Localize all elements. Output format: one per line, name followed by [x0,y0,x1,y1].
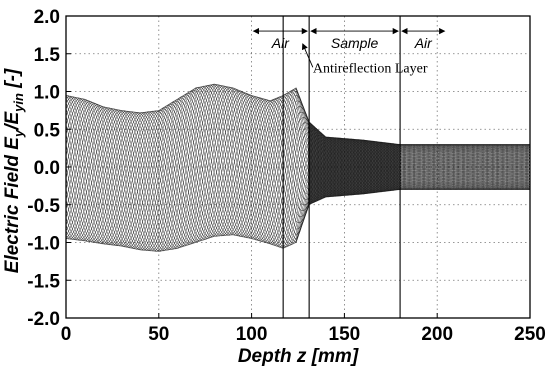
y-tick-label: 1.0 [34,83,60,104]
x-tick-label: 0 [61,324,72,345]
y-tick-label: -1.0 [27,234,60,255]
field-trace [65,86,531,249]
field-trace [65,95,531,247]
field-trace [65,86,531,250]
field-trace [65,89,531,246]
y-tick-label: 2.0 [34,7,60,28]
field-traces [65,83,531,252]
x-tick-label: 150 [329,324,361,345]
field-trace [65,84,531,252]
y-label-sub2: yin [11,93,26,113]
field-trace [65,96,531,245]
field-trace [65,88,531,247]
region-label: Air [271,35,290,51]
y-label-end: [-] [2,68,23,93]
field-trace [65,94,531,249]
field-trace [65,90,531,245]
field-trace [65,91,531,244]
x-tick-label: 250 [514,324,546,345]
y-label-mid: /E [2,110,23,130]
boundary-lines [282,16,401,318]
field-trace [65,85,531,250]
y-tick-label: -2.0 [27,309,60,330]
y-label-main: Electric Field E [2,136,23,274]
field-trace [65,84,531,251]
field-trace [65,91,531,250]
field-trace [65,85,531,252]
x-tick-label: 200 [421,324,453,345]
axis-ticks: 0 50 100 150 200 250 2.0 1.5 1.0 0.5 0.0 -0.5 -1.0 -1… [27,7,546,345]
field-trace [65,87,531,249]
y-tick-label: -1.5 [27,271,60,292]
field-trace [65,87,531,251]
annotation-arrow [301,43,314,68]
field-trace [65,90,531,250]
field-trace [66,84,531,251]
y-axis-label: Electric Field Ey/Eyin [-] [2,68,26,273]
field-trace [65,85,531,250]
region-label: Sample [331,35,379,51]
field-trace [65,84,531,252]
field-trace [65,93,531,249]
field-trace [65,86,531,252]
region-label: Air [414,35,433,51]
field-trace [65,95,531,247]
field-trace [65,96,531,248]
x-tick-label: 100 [236,324,268,345]
field-trace [65,97,531,246]
region-annotations: Air Sample Air Antireflection Layer [252,27,446,77]
y-tick-label: 1.5 [34,45,61,66]
field-trace [65,83,531,252]
field-trace [65,98,531,246]
annotation-label: Antireflection Layer [313,62,428,77]
x-axis-label: Depth z [mm] [238,346,359,367]
y-label-sub1: y [11,129,26,138]
field-trace [65,95,531,246]
field-trace [65,86,531,251]
x-tick-label: 50 [148,324,169,345]
y-tick-label: 0.0 [34,158,60,179]
field-trace [65,96,531,246]
field-trace [65,95,531,248]
field-trace [65,88,531,251]
y-tick-label: 0.5 [34,120,61,141]
field-trace [65,87,531,249]
y-tick-label: -0.5 [27,196,60,217]
